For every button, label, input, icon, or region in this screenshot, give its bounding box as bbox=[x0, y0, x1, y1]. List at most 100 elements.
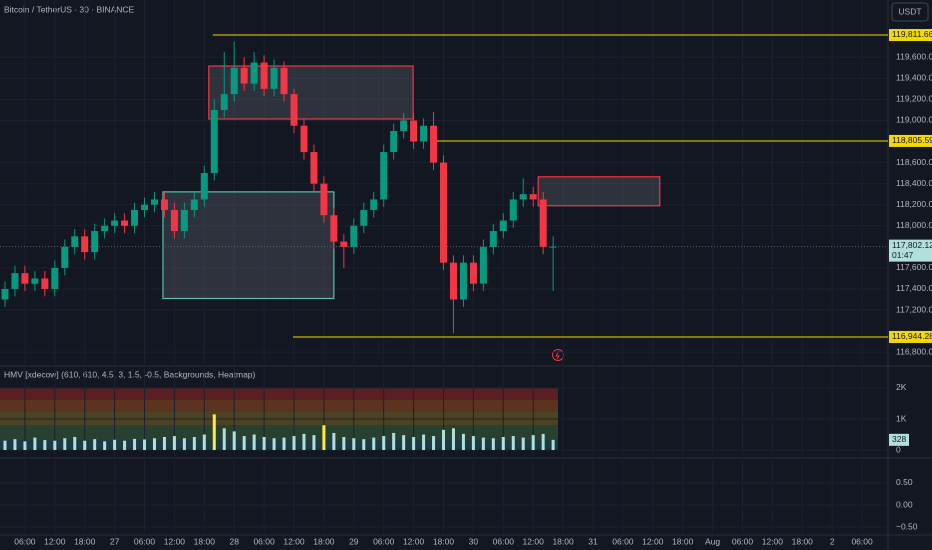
volume-bar bbox=[292, 436, 296, 451]
volume-bar bbox=[162, 436, 166, 451]
candle-body bbox=[380, 152, 388, 200]
volume-bar bbox=[422, 434, 426, 451]
x-tick-label: Aug bbox=[705, 536, 720, 546]
volume-bar bbox=[232, 431, 236, 451]
candle-body bbox=[400, 120, 408, 132]
candle-body bbox=[150, 199, 158, 205]
last-volume-label: 328 bbox=[892, 434, 906, 444]
last-volume-box bbox=[889, 433, 909, 446]
x-tick-label: 30 bbox=[469, 536, 479, 546]
currency-label[interactable]: USDT bbox=[898, 6, 921, 16]
y-tick-label: 118,000.00 bbox=[896, 220, 932, 230]
y-tick-label: 1K bbox=[896, 413, 907, 423]
volume-bar bbox=[521, 437, 525, 451]
candle-body bbox=[21, 273, 29, 284]
volume-bar bbox=[451, 428, 455, 451]
y-tick-label: 117,600.00 bbox=[896, 262, 932, 272]
x-tick-label: 06:00 bbox=[253, 536, 275, 546]
y-tick-label: 2K bbox=[896, 382, 907, 392]
x-tick-label: 12:00 bbox=[403, 536, 425, 546]
candle-body bbox=[340, 241, 348, 247]
volume-bar bbox=[302, 433, 306, 451]
volume-bar bbox=[222, 428, 226, 451]
candle-body bbox=[420, 125, 428, 142]
heat-band bbox=[0, 400, 558, 412]
heat-band bbox=[0, 425, 558, 440]
volume-bar bbox=[511, 436, 515, 451]
indicator-title: HMV [xdecow] (610, 610, 4.5, 3, 1.5, -0.… bbox=[4, 369, 256, 379]
volume-bar bbox=[382, 436, 386, 451]
candle-body bbox=[459, 262, 467, 300]
candle-body bbox=[469, 262, 477, 284]
volume-bar bbox=[392, 432, 396, 451]
volume-bar bbox=[471, 436, 475, 451]
candle-body bbox=[320, 183, 328, 216]
candle-body bbox=[11, 273, 19, 289]
volume-bar bbox=[23, 441, 27, 451]
volume-bar bbox=[33, 437, 37, 451]
x-tick-label: 06:00 bbox=[612, 536, 634, 546]
heat-band bbox=[0, 412, 558, 425]
x-tick-label: 18:00 bbox=[313, 536, 335, 546]
currency-button[interactable] bbox=[891, 2, 929, 22]
candle-body bbox=[370, 199, 378, 210]
x-tick-label: 06:00 bbox=[134, 536, 156, 546]
volume-bar bbox=[123, 440, 127, 451]
y-tick-label: 117,400.00 bbox=[896, 283, 932, 293]
volume-bar bbox=[192, 436, 196, 451]
volume-bar bbox=[3, 440, 7, 451]
y-tick-label: 118,200.00 bbox=[896, 199, 932, 209]
volume-bar bbox=[83, 440, 87, 451]
volume-bar bbox=[252, 434, 256, 451]
x-tick-label: 06:00 bbox=[373, 536, 395, 546]
volume-bar bbox=[103, 441, 107, 451]
y-tick-label: 118,600.00 bbox=[896, 157, 932, 167]
candle-body bbox=[41, 278, 49, 289]
y-tick-label: 116,800.00 bbox=[896, 346, 932, 356]
volume-bar bbox=[342, 436, 346, 451]
zone bbox=[537, 176, 661, 207]
candle-body bbox=[260, 62, 268, 89]
x-tick-label: 12:00 bbox=[44, 536, 66, 546]
candle-body bbox=[141, 204, 149, 210]
candle-body bbox=[499, 220, 507, 232]
candle-body bbox=[390, 131, 398, 153]
level-label-box bbox=[889, 134, 932, 147]
volume-bar bbox=[491, 438, 495, 451]
volume-bar bbox=[332, 432, 336, 451]
candle-body bbox=[529, 194, 537, 200]
volume-bar bbox=[53, 440, 57, 451]
y-tick-label: −0.50 bbox=[896, 521, 918, 531]
x-tick-label: 29 bbox=[349, 536, 359, 546]
level-label: 116,944.28 bbox=[892, 331, 932, 341]
candle-body bbox=[280, 67, 288, 95]
y-tick-label: 119,600.00 bbox=[896, 52, 932, 62]
candle-body bbox=[220, 94, 228, 110]
y-tick-label: 119,200.00 bbox=[896, 94, 932, 104]
zone bbox=[208, 65, 414, 120]
volume-bar bbox=[372, 437, 376, 451]
x-tick-label: 06:00 bbox=[14, 536, 36, 546]
x-tick-label: 12:00 bbox=[642, 536, 664, 546]
candle-body bbox=[31, 278, 39, 284]
candle-body bbox=[200, 173, 208, 200]
volume-bar bbox=[322, 425, 326, 451]
zone bbox=[162, 191, 335, 300]
heatmap-background bbox=[0, 388, 558, 450]
candle-body bbox=[160, 199, 168, 210]
candle-body bbox=[449, 262, 457, 300]
candle-body bbox=[180, 209, 188, 232]
volume-bar bbox=[13, 439, 17, 451]
alert-icon-bolt bbox=[555, 350, 560, 360]
candle-body bbox=[310, 152, 318, 184]
y-tick-label: 117,200.00 bbox=[896, 304, 932, 314]
x-tick-label: 12:00 bbox=[523, 536, 545, 546]
volume-bar bbox=[212, 414, 216, 451]
candle-body bbox=[290, 94, 298, 126]
y-tick-label: 119,400.00 bbox=[896, 73, 932, 83]
volume-bar bbox=[43, 440, 47, 451]
x-tick-label: 18:00 bbox=[194, 536, 216, 546]
volume-bar bbox=[143, 439, 147, 451]
volume-bar bbox=[352, 438, 356, 451]
y-tick-label: 0.00 bbox=[896, 499, 913, 509]
